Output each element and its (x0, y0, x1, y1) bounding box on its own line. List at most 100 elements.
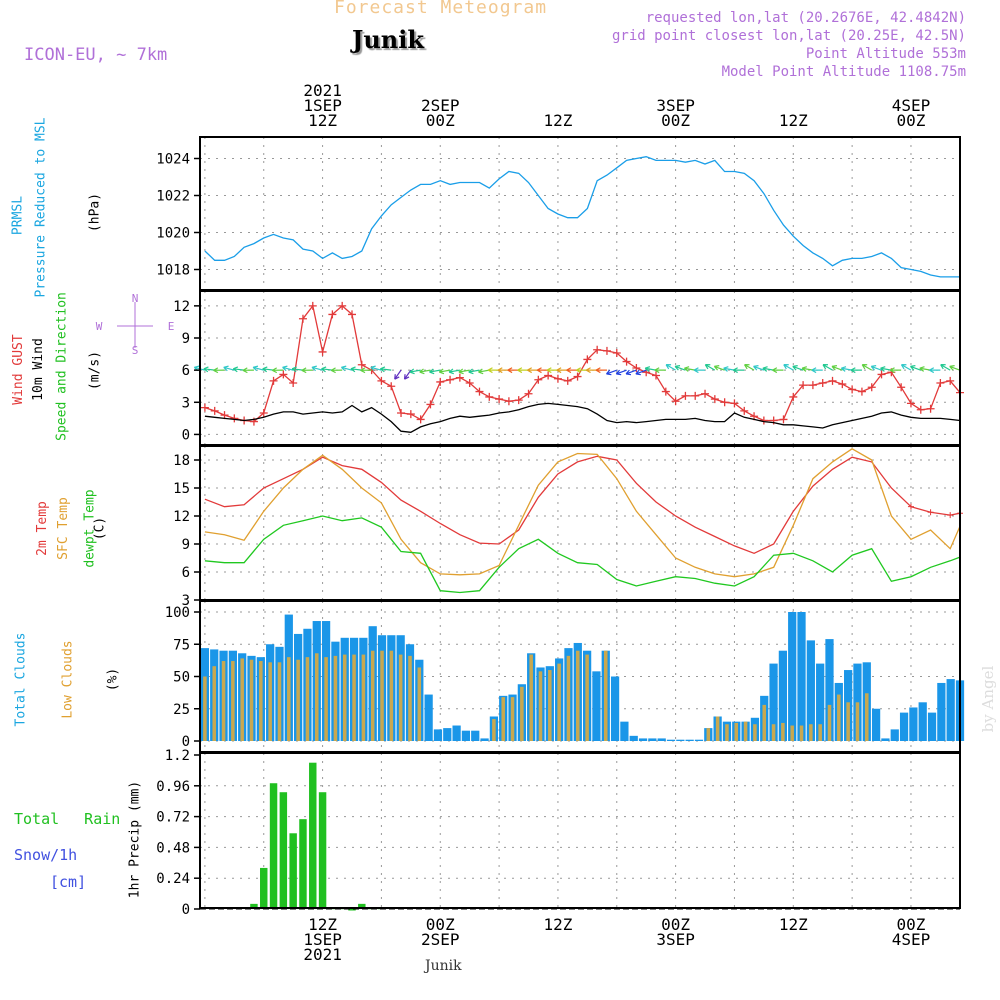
gust-marker (524, 389, 533, 398)
low-cloud-bar (398, 654, 403, 741)
gust-marker (691, 391, 700, 400)
gust-marker (848, 385, 857, 394)
gust-marker (397, 409, 406, 417)
low-cloud-bar (743, 721, 748, 741)
low-cloud-bar (846, 702, 850, 741)
wind-compass-icon: N S W E (96, 292, 175, 357)
wind-direction-arrow (615, 369, 627, 376)
time-label-bottom: 00Z (426, 915, 455, 934)
low-cloud-bar (510, 697, 515, 741)
low-cloud-bar (557, 663, 561, 741)
time-label-bottom: 2SEP (421, 930, 460, 949)
low-cloud-bar (417, 667, 422, 741)
wind-direction-arrow (458, 368, 470, 375)
wind-direction-arrow (783, 364, 794, 371)
wind-direction-arrow (340, 365, 353, 372)
y-tick-label: 75 (173, 637, 190, 653)
gust-marker (348, 310, 356, 319)
gust-marker (926, 404, 935, 413)
wind-direction-arrow (370, 365, 382, 372)
gust-marker (514, 396, 523, 405)
wind-direction-arrow (704, 364, 716, 371)
low-cloud-bar (492, 719, 496, 741)
gust-marker (701, 389, 710, 398)
wind-direction-arrow (732, 367, 745, 374)
y-tick-label: 0.72 (156, 810, 190, 826)
wind-direction-arrow (625, 369, 637, 376)
rain-bar (309, 762, 317, 909)
wind-direction-arrow (900, 364, 912, 371)
low-cloud-bar (585, 654, 589, 741)
gust-marker (563, 376, 572, 385)
y-tick-label: 12 (173, 509, 190, 525)
low-cloud-bar (268, 662, 272, 741)
time-label-bottom: 4SEP (892, 930, 931, 949)
gust-marker (495, 395, 504, 404)
wind-direction-arrow (429, 368, 441, 375)
wind-direction-arrow (801, 366, 814, 372)
y-tick-label: 1.2 (165, 748, 190, 764)
total-cloud-bar (806, 640, 815, 741)
total-cloud-bar (927, 712, 937, 741)
total-cloud-bar (610, 676, 620, 741)
gust-marker (455, 373, 464, 382)
y-tick-label: 25 (173, 702, 190, 718)
time-label-bottom: 12Z (543, 915, 572, 934)
gust-marker (906, 399, 915, 408)
low-cloud-bar (538, 671, 543, 741)
wind-direction-arrow (232, 366, 245, 373)
gust-marker (818, 379, 827, 387)
gust-marker (661, 387, 670, 396)
total-cloud-bar (480, 738, 489, 741)
y-tick-label: 1022 (156, 189, 190, 205)
total-cloud-bar (778, 650, 787, 741)
wind-direction-arrow (379, 366, 392, 373)
wind-direction-arrow (861, 364, 873, 371)
low-cloud-bar (352, 654, 356, 741)
wind-direction-arrow (585, 367, 598, 374)
gust-marker (602, 346, 611, 355)
wind-direction-arrow (419, 368, 431, 375)
time-label-bottom: 2021 (303, 945, 342, 964)
low-cloud-bar (277, 662, 282, 741)
gust-marker (622, 357, 631, 366)
total-cloud-bar (769, 663, 778, 741)
gust-marker (789, 392, 798, 401)
time-label-top: 2021 (303, 81, 342, 100)
y-tick-label: 6 (182, 363, 190, 379)
gust-marker (593, 345, 602, 354)
wind-direction-arrow (438, 368, 451, 375)
wind-direction-arrow (487, 367, 500, 374)
low-cloud-bar (855, 702, 860, 741)
temp2m-marker (927, 509, 934, 516)
wind-direction-arrow (940, 364, 951, 371)
wind-direction-arrow (744, 364, 755, 371)
wind-direction-arrow (478, 368, 490, 375)
wind-direction-arrow (409, 368, 421, 375)
gust-marker (416, 415, 425, 424)
wind-direction-arrow (693, 367, 706, 374)
y-tick-label: 15 (173, 481, 190, 497)
gust-marker (946, 376, 955, 385)
wind-direction-arrow (822, 364, 833, 371)
wind-direction-arrow (468, 368, 480, 375)
low-cloud-bar (753, 724, 757, 741)
snow-label: Snow/1h (14, 846, 78, 864)
wind-direction-arrow (497, 367, 509, 374)
wind-direction-arrow (880, 366, 892, 372)
temp2m-marker (907, 503, 914, 510)
wind-direction-arrow (635, 369, 647, 376)
wind10m-line (204, 402, 961, 433)
gust-marker (426, 400, 435, 409)
y-tick-label: 100 (165, 605, 190, 621)
wind-direction-arrow (242, 367, 254, 374)
total-cloud-bar (648, 738, 657, 741)
low-cloud-bar (837, 694, 841, 741)
wind-direction-arrow (762, 366, 774, 372)
low-cloud-bar (548, 670, 552, 741)
total-cloud-bar (899, 712, 909, 741)
low-cloud-bar (576, 650, 580, 741)
time-label-bottom: 12Z (779, 915, 808, 934)
low-cloud-bar (315, 653, 319, 741)
panel-frame (199, 752, 961, 909)
